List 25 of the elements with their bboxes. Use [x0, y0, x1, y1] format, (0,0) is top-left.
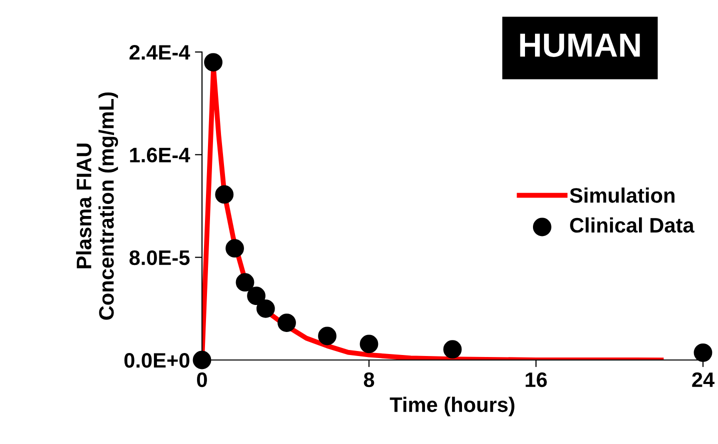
y-tick-label: 1.6E-4: [130, 148, 190, 162]
legend-label: Clinical Data: [570, 217, 694, 233]
x-tick-label: 8: [364, 372, 374, 388]
point: [256, 299, 275, 318]
x-tick-label: 0: [197, 372, 207, 388]
point: [204, 53, 222, 72]
annotation: HUMAN: [520, 34, 640, 57]
y-tick-label: 2.4E-4: [130, 45, 190, 60]
point: [247, 286, 266, 306]
y-axis-title: Plasma FIAU Concentration (mg/mL): [76, 92, 118, 320]
point: [226, 239, 244, 258]
point: [360, 334, 378, 354]
x-tick-label: 24: [692, 372, 714, 387]
x-tick-label: 16: [526, 372, 547, 388]
point: [236, 273, 254, 292]
point: [215, 185, 234, 204]
y-tick-label: 8.0E-5: [129, 250, 190, 266]
point: [443, 340, 462, 359]
point: [192, 350, 212, 370]
point: [318, 326, 336, 346]
y-tick-label: 0.0E+0: [124, 353, 190, 368]
point: [278, 314, 296, 332]
legend-label: Simulation: [570, 188, 674, 203]
point: [694, 343, 712, 362]
x-axis-title: Time (hours): [390, 396, 514, 416]
